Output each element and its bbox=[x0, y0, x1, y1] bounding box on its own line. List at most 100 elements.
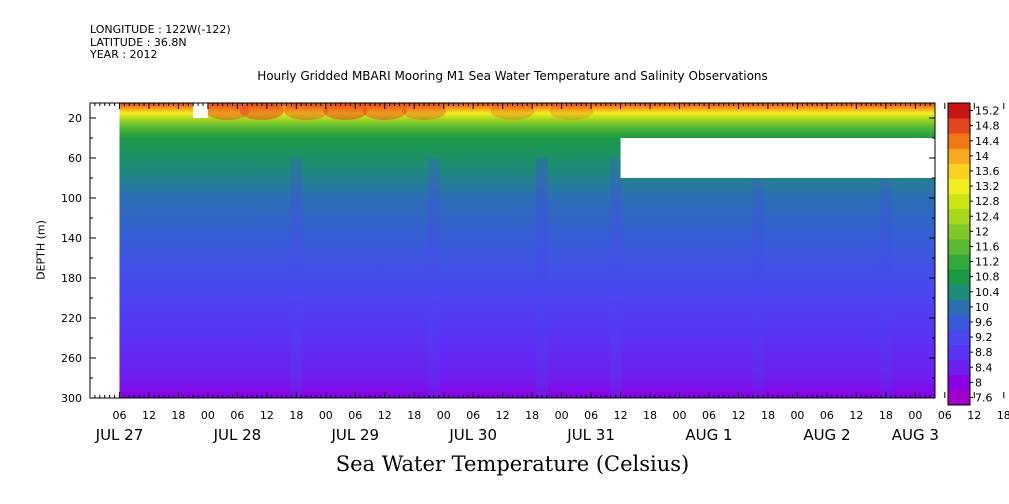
x-tick-label: 00 bbox=[201, 409, 215, 422]
x-tick-label: 18 bbox=[997, 409, 1009, 422]
x-tick-label: 06 bbox=[584, 409, 598, 422]
colorbar-swatch bbox=[948, 329, 970, 346]
colorbar-label: 13.6 bbox=[975, 165, 1000, 178]
x-tick-label: 06 bbox=[466, 409, 480, 422]
x-day-label: AUG 1 bbox=[685, 426, 732, 444]
colorbar-swatch bbox=[948, 299, 970, 315]
colorbar-swatch bbox=[948, 148, 970, 164]
y-tick-label: 140 bbox=[61, 232, 82, 245]
x-tick-label: 18 bbox=[879, 409, 893, 422]
warm-surface-patch bbox=[239, 103, 284, 120]
x-day-label: JUL 30 bbox=[448, 426, 497, 444]
colorbar-frame bbox=[947, 102, 971, 406]
colorbar-swatch bbox=[948, 193, 970, 210]
y-tick-label: 260 bbox=[61, 352, 82, 365]
x-tick-label: 18 bbox=[289, 409, 303, 422]
x-tick-label: 12 bbox=[496, 409, 510, 422]
x-tick-label: 00 bbox=[908, 409, 922, 422]
colorbar-swatch bbox=[948, 389, 970, 406]
colorbar-label: 11.2 bbox=[975, 256, 1000, 269]
colorbar-label: 9.6 bbox=[975, 316, 993, 329]
x-tick-label: 06 bbox=[702, 409, 716, 422]
x-tick-label: 00 bbox=[673, 409, 687, 422]
data-gap bbox=[193, 103, 208, 118]
colorbar-swatch bbox=[948, 118, 970, 134]
colorbar-label: 12 bbox=[975, 225, 989, 238]
y-tick-label: 220 bbox=[61, 312, 82, 325]
x-tick-label: 00 bbox=[437, 409, 451, 422]
longitude-label: LONGITUDE : 122W(-122) bbox=[90, 23, 231, 36]
x-tick-label: 06 bbox=[112, 409, 126, 422]
cool-streak bbox=[879, 158, 892, 398]
colorbar-label: 12.8 bbox=[975, 195, 1000, 208]
warm-surface-patch bbox=[362, 103, 407, 120]
colorbar-label: 8.8 bbox=[975, 346, 993, 359]
colorbar-label: 12.4 bbox=[975, 210, 1000, 223]
warm-surface-patch bbox=[205, 103, 250, 120]
warm-surface-patch bbox=[402, 103, 447, 120]
colorbar-label: 14.4 bbox=[975, 135, 1000, 148]
x-tick-label: 06 bbox=[348, 409, 362, 422]
colorbar-swatch bbox=[948, 238, 970, 255]
x-day-label: JUL 31 bbox=[566, 426, 615, 444]
colorbar-label: 10 bbox=[975, 301, 989, 314]
y-tick-label: 100 bbox=[61, 192, 82, 205]
x-day-label: JUL 28 bbox=[213, 426, 262, 444]
colorbar-label: 10.8 bbox=[975, 271, 1000, 284]
colorbar-label: 8 bbox=[975, 376, 982, 389]
warm-surface-patch bbox=[490, 103, 535, 120]
x-tick-label: 12 bbox=[378, 409, 392, 422]
colorbar-swatch bbox=[948, 314, 970, 330]
colorbar-swatch bbox=[948, 359, 970, 376]
cool-streak bbox=[752, 158, 765, 398]
x-axis-title: Sea Water Temperature (Celsius) bbox=[335, 452, 690, 476]
x-tick-label: 06 bbox=[230, 409, 244, 422]
colorbar-swatch bbox=[948, 284, 970, 300]
colorbar-swatch bbox=[948, 374, 970, 391]
colorbar-label: 10.4 bbox=[975, 286, 1000, 299]
cool-streak bbox=[609, 158, 622, 398]
x-tick-label: 12 bbox=[967, 409, 981, 422]
y-tick-label: 300 bbox=[61, 392, 82, 405]
warm-surface-patch bbox=[284, 103, 329, 120]
x-tick-label: 00 bbox=[319, 409, 333, 422]
colorbar-label: 15.2 bbox=[975, 105, 1000, 118]
colorbar-label: 11.6 bbox=[975, 240, 1000, 253]
x-day-label: JUL 27 bbox=[95, 426, 144, 444]
x-tick-label: 00 bbox=[555, 409, 569, 422]
x-day-label: AUG 2 bbox=[803, 426, 850, 444]
data-gap bbox=[620, 138, 935, 178]
colorbar-swatch bbox=[948, 344, 970, 361]
warm-surface-patch bbox=[549, 103, 594, 120]
latitude-label: LATITUDE : 36.8N bbox=[90, 35, 187, 49]
x-tick-label: 18 bbox=[171, 409, 185, 422]
x-tick-label: 12 bbox=[260, 409, 274, 422]
x-tick-label: 18 bbox=[525, 409, 539, 422]
colorbar-label: 14.8 bbox=[975, 120, 1000, 133]
chart-title: Hourly Gridded MBARI Mooring M1 Sea Wate… bbox=[257, 69, 768, 83]
colorbar-swatch bbox=[948, 163, 970, 179]
colorbar-swatch bbox=[948, 133, 970, 149]
x-tick-label: 18 bbox=[643, 409, 657, 422]
y-tick-label: 180 bbox=[61, 272, 82, 285]
x-tick-label: 18 bbox=[407, 409, 421, 422]
axes: 20 60 100 140 180 220 260 300 06 12 18 00 06 12 18 00 06… bbox=[61, 102, 1009, 444]
colorbar-label: 7.6 bbox=[975, 391, 993, 404]
x-tick-label: 12 bbox=[614, 409, 628, 422]
plot-area bbox=[90, 103, 935, 398]
colorbar-swatch bbox=[948, 223, 970, 240]
x-tick-label: 06 bbox=[820, 409, 834, 422]
colorbar: 15.2 14.8 14.4 14 13.6 13.2 12.8 12.4 12 11.6 11.2… bbox=[947, 102, 1000, 406]
colorbar-swatch bbox=[948, 269, 970, 285]
colorbar-swatch bbox=[948, 178, 970, 195]
colorbar-swatch bbox=[948, 208, 970, 225]
cool-streak bbox=[427, 158, 440, 398]
cool-streak bbox=[290, 158, 303, 398]
x-tick-label: 18 bbox=[761, 409, 775, 422]
colorbar-label: 8.4 bbox=[975, 361, 993, 374]
x-day-label: AUG 3 bbox=[892, 426, 939, 444]
colorbar-label: 13.2 bbox=[975, 180, 1000, 193]
colorbar-label: 14 bbox=[975, 150, 989, 163]
x-tick-label: 06 bbox=[938, 409, 952, 422]
